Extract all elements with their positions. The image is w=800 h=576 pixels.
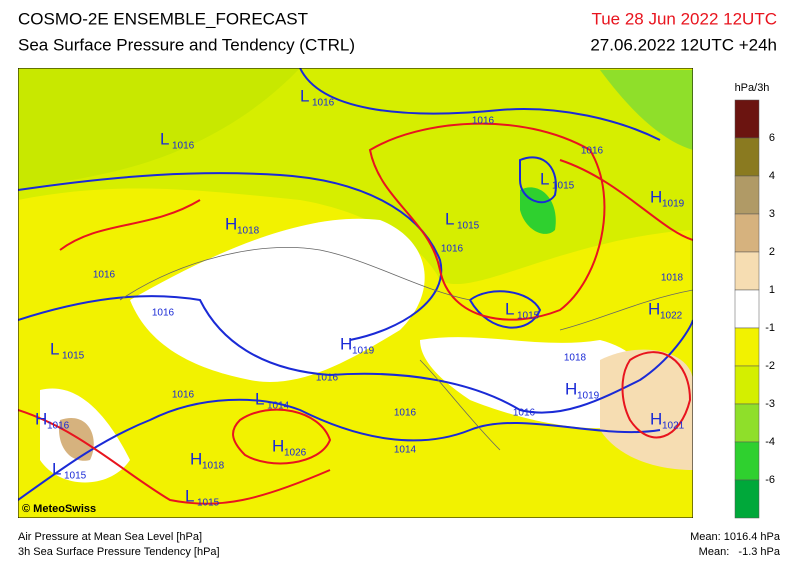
isobar-label: 1018 (661, 273, 684, 284)
center-type: L (505, 299, 514, 318)
center-value: 1019 (352, 346, 375, 357)
colorbar-label: 4 (769, 170, 775, 182)
subtitle: Sea Surface Pressure and Tendency (CTRL) (18, 35, 355, 54)
isobar-label: 1016 (513, 408, 536, 419)
copyright: © MeteoSwiss (22, 503, 96, 515)
center-value: 1018 (237, 226, 260, 237)
center-value: 1016 (312, 98, 335, 109)
center-value: 1019 (577, 391, 600, 402)
center-type: H (272, 436, 284, 455)
colorbar-label: -1 (765, 322, 775, 334)
center-type: H (650, 187, 662, 206)
center-type: L (540, 169, 549, 188)
center-type: L (445, 209, 454, 228)
colorbar-swatch (734, 327, 760, 367)
isobar-label: 1016 (93, 270, 116, 281)
center-value: 1019 (662, 199, 685, 210)
center-value: 1015 (64, 471, 87, 482)
center-type: H (648, 299, 660, 318)
isobar-label: 1016 (316, 373, 339, 384)
colorbar-swatch (734, 137, 760, 177)
colorbar-label: 2 (769, 246, 775, 258)
center-value: 1015 (62, 351, 85, 362)
colorbar-swatch (734, 251, 760, 291)
colorbar-swatch (734, 441, 760, 481)
center-type: L (255, 389, 264, 408)
footer-left-2: 3h Sea Surface Pressure Tendency [hPa] (18, 546, 220, 558)
map: © MeteoSwiss (18, 68, 693, 518)
footer-right-2: Mean: -1.3 hPa (699, 546, 781, 558)
isobar-label: 1016 (441, 244, 464, 255)
colorbar: 6 4 3 2 1 -1 -2 -3 -4 -6 (734, 99, 775, 519)
center-value: 1015 (552, 181, 575, 192)
colorbar-label: 6 (769, 132, 775, 144)
isobar-label: 1018 (564, 353, 587, 364)
center-value: 1015 (197, 498, 220, 509)
isobar-label: 1014 (394, 445, 417, 456)
center-type: H (225, 214, 237, 233)
valid-time: Tue 28 Jun 2022 12UTC (591, 9, 777, 28)
center-value: 1015 (517, 311, 540, 322)
center-value: 1022 (660, 311, 683, 322)
isobar-label: 1016 (394, 408, 417, 419)
isobar-label: 1016 (152, 308, 175, 319)
center-type: L (50, 339, 59, 358)
center-type: H (650, 409, 662, 428)
center-type: L (300, 86, 309, 105)
colorbar-swatch (734, 479, 760, 519)
center-value: 1016 (47, 421, 70, 432)
center-value: 1026 (284, 448, 307, 459)
colorbar-swatch (734, 403, 760, 443)
center-value: 1016 (172, 141, 195, 152)
center-value: 1021 (662, 421, 685, 432)
colorbar-swatch (734, 213, 760, 253)
isobar-labels: 1016 1016 1016 1016 1016 1018 1018 1016 1016 1016… (93, 116, 684, 456)
footer-left-1: Air Pressure at Mean Sea Level [hPa] (18, 531, 202, 543)
run-time: 27.06.2022 12UTC +24h (590, 35, 777, 54)
center-value: 1018 (202, 461, 225, 472)
center-type: H (340, 334, 352, 353)
isobar-label: 1016 (581, 146, 604, 157)
isobar-label: 1016 (472, 116, 495, 127)
colorbar-label: -6 (765, 474, 775, 486)
colorbar-unit: hPa/3h (735, 82, 770, 94)
center-type: L (185, 486, 194, 505)
center-type: L (52, 459, 61, 478)
center-value: 1015 (457, 221, 480, 232)
colorbar-label: 3 (769, 208, 775, 220)
colorbar-label: 1 (769, 284, 775, 296)
colorbar-swatch (734, 175, 760, 215)
center-value: 1014 (267, 401, 290, 412)
colorbar-swatch (734, 289, 760, 329)
colorbar-label: -4 (765, 436, 775, 448)
colorbar-swatch (734, 99, 760, 139)
colorbar-swatch (734, 365, 760, 405)
colorbar-label: -2 (765, 360, 775, 372)
center-type: H (190, 449, 202, 468)
center-type: H (565, 379, 577, 398)
center-type: L (160, 129, 169, 148)
center-type: H (35, 409, 47, 428)
footer-right-1: Mean: 1016.4 hPa (690, 531, 781, 543)
isobar-label: 1016 (172, 390, 195, 401)
title: COSMO-2E ENSEMBLE_FORECAST (18, 9, 308, 28)
colorbar-label: -3 (765, 398, 775, 410)
